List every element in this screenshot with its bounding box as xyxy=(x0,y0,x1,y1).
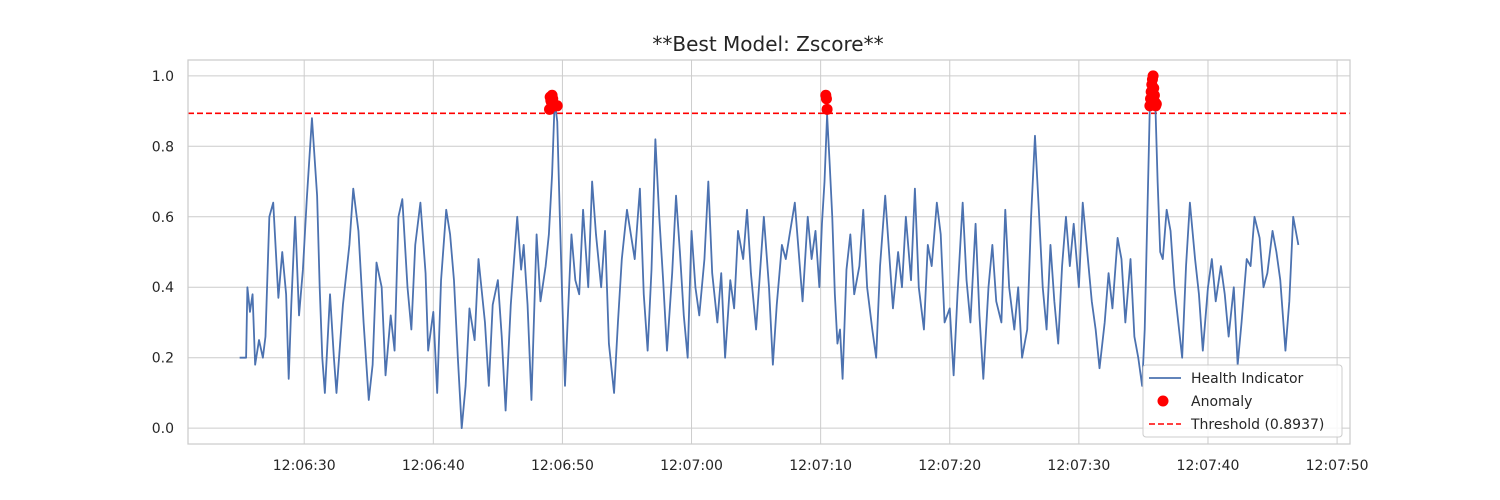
y-tick-labels: 0.0 0.2 0.4 0.6 0.8 1.0 xyxy=(152,69,174,437)
legend-label: Health Indicator xyxy=(1191,371,1304,387)
anomaly-point xyxy=(551,100,563,112)
y-tick-label: 0.0 xyxy=(152,421,174,437)
y-tick-label: 0.8 xyxy=(152,139,174,155)
x-tick-label: 12:07:50 xyxy=(1306,458,1369,474)
legend-label: Threshold (0.8937) xyxy=(1190,417,1324,433)
series-layer xyxy=(239,78,1300,430)
x-tick-label: 12:06:30 xyxy=(273,458,336,474)
anomaly-point xyxy=(1147,70,1159,82)
plot-frame xyxy=(187,59,1351,445)
x-tick-labels: 12:06:30 12:06:40 12:06:50 12:07:00 12:07:10… xyxy=(273,458,1369,474)
y-tick-label: 1.0 xyxy=(152,69,174,85)
x-tick-label: 12:07:40 xyxy=(1177,458,1240,474)
health-indicator-line xyxy=(239,78,1300,430)
anomaly-layer xyxy=(544,70,1162,115)
chart-title: **Best Model: Zscore** xyxy=(652,32,883,56)
x-tick-label: 12:07:10 xyxy=(789,458,852,474)
y-tick-label: 0.2 xyxy=(152,351,174,367)
x-tick-label: 12:07:30 xyxy=(1047,458,1110,474)
y-tick-label: 0.4 xyxy=(152,280,174,296)
x-tick-label: 12:06:40 xyxy=(402,458,465,474)
x-tick-label: 12:06:50 xyxy=(531,458,594,474)
anomaly-point xyxy=(821,103,833,115)
legend-label: Anomaly xyxy=(1191,394,1252,410)
anomaly-point xyxy=(1150,98,1162,110)
legend: Health Indicator Anomaly Threshold (0.8937… xyxy=(1142,364,1343,438)
legend-box xyxy=(1142,364,1343,438)
x-tick-label: 12:07:20 xyxy=(918,458,981,474)
x-tick-label: 12:07:00 xyxy=(660,458,723,474)
anomaly-point xyxy=(820,93,832,105)
legend-swatch-anomaly xyxy=(1157,395,1169,407)
y-tick-label: 0.6 xyxy=(152,210,174,226)
